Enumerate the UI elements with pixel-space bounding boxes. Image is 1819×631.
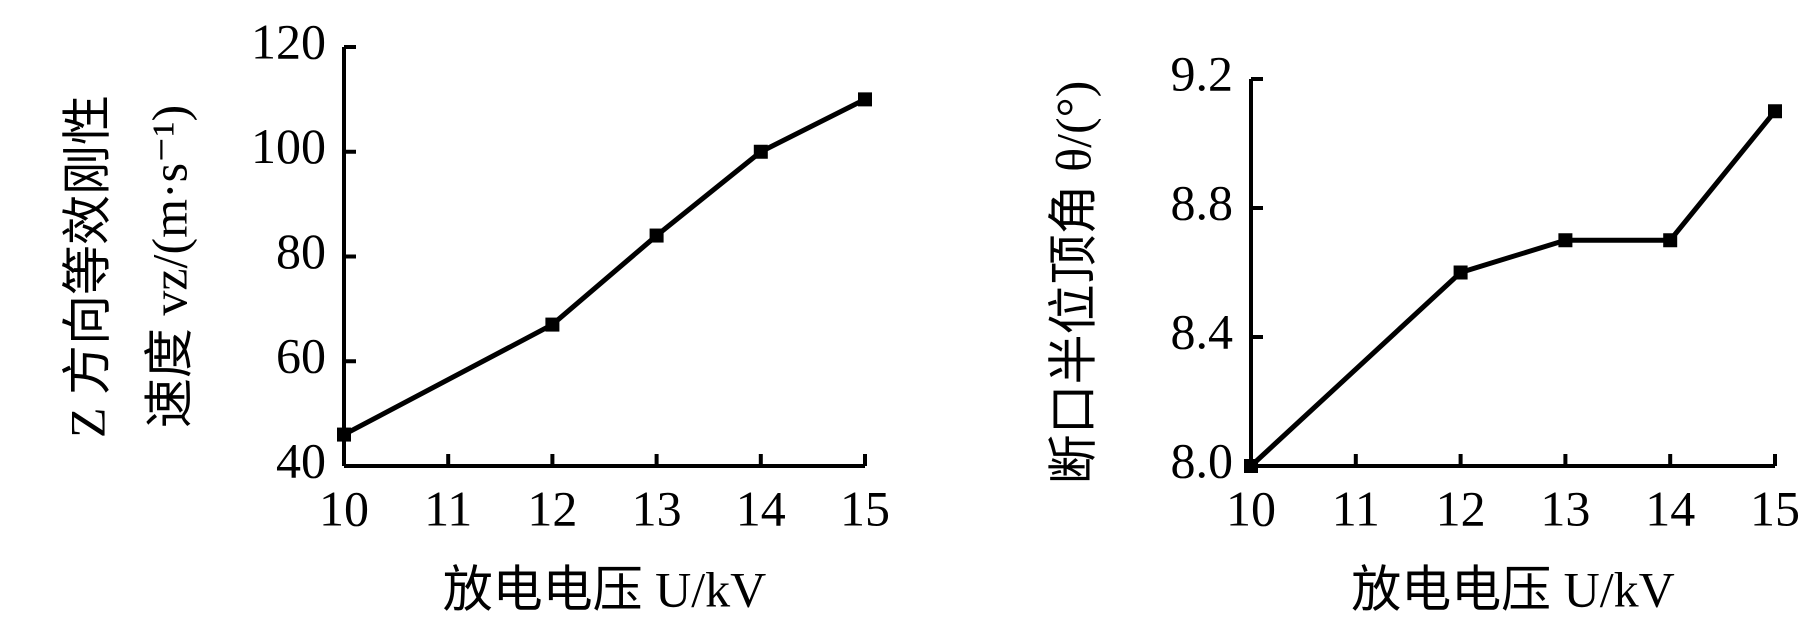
point-marker xyxy=(1663,233,1678,248)
y-tick-label: 8.4 xyxy=(1171,303,1234,359)
x-tick-label: 10 xyxy=(1226,480,1276,536)
y-axis-label: Z 方向等效刚性 xyxy=(59,95,115,438)
y-tick-label: 100 xyxy=(251,118,326,174)
x-tick-label: 13 xyxy=(1540,480,1590,536)
y-tick-label: 40 xyxy=(276,432,326,488)
point-marker xyxy=(1768,104,1782,119)
y-tick-label: 60 xyxy=(276,328,326,384)
point-marker xyxy=(649,228,664,243)
series-line xyxy=(342,97,867,437)
x-tick-label: 15 xyxy=(1750,480,1800,536)
y-tick-label: 80 xyxy=(276,223,326,279)
x-tick-label: 14 xyxy=(736,480,786,536)
series-line xyxy=(1249,109,1777,468)
point-marker xyxy=(545,317,560,332)
y-tick-label: 9.2 xyxy=(1171,45,1234,101)
x-tick-label: 13 xyxy=(632,480,682,536)
x-tick-label: 15 xyxy=(840,480,890,536)
y-tick-label: 8.0 xyxy=(1171,432,1234,488)
x-axis-label: 放电电压 U/kV xyxy=(1351,561,1675,617)
point-marker xyxy=(858,92,872,107)
point-marker xyxy=(1453,265,1468,280)
y-axis-label: 断口半位顶角 θ/(°) xyxy=(1045,81,1101,485)
x-tick-label: 12 xyxy=(1436,480,1486,536)
x-tick-label: 11 xyxy=(424,480,472,536)
y-tick-label: 8.8 xyxy=(1171,174,1234,230)
x-tick-label: 12 xyxy=(527,480,577,536)
x-tick-label: 11 xyxy=(1332,480,1380,536)
point-marker xyxy=(1558,233,1573,248)
point-marker xyxy=(1244,459,1258,473)
point-marker xyxy=(753,144,768,159)
point-marker xyxy=(337,427,351,442)
x-axis-label: 放电电压 U/kV xyxy=(443,561,767,617)
x-tick-label: 14 xyxy=(1645,480,1695,536)
x-tick-label: 10 xyxy=(319,480,369,536)
y-axis-label: 速度 vz/(m·s⁻¹) xyxy=(141,105,197,428)
y-tick-label: 120 xyxy=(251,13,326,69)
